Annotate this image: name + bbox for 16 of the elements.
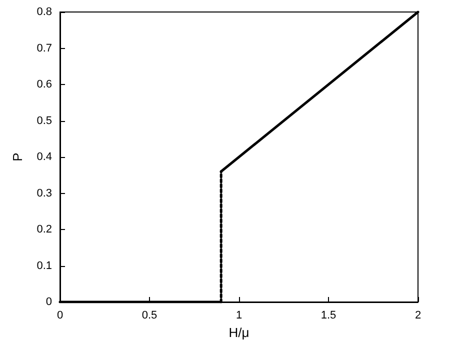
y-tick-label: 0.2 (36, 224, 52, 236)
y-tick-label: 0.3 (36, 187, 52, 200)
y-tick-label: 0.4 (36, 151, 52, 163)
y-tick-label: 0.1 (36, 260, 52, 272)
y-axis-title: P (10, 152, 25, 162)
y-tick-label: 0.7 (36, 42, 52, 54)
x-tick-label: 1.5 (320, 310, 336, 322)
y-tick-label: 0 (46, 296, 52, 308)
y-tick-label: 0.8 (36, 6, 52, 18)
x-tick-label: 2 (414, 310, 422, 322)
y-tick-label: 0.5 (36, 114, 52, 127)
x-tick-label: 0.5 (142, 310, 158, 322)
x-tick-label: 1 (236, 310, 242, 322)
x-tick-label: 0 (56, 310, 64, 322)
x-axis-title: H/μ (228, 325, 250, 340)
y-tick-label: 0.6 (36, 78, 52, 90)
